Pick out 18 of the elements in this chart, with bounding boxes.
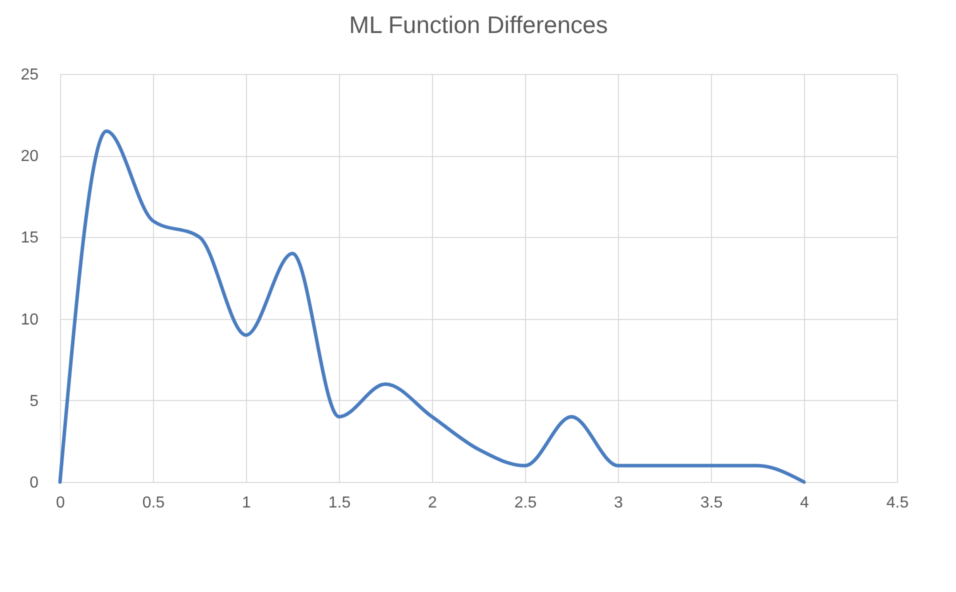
x-tick-label: 2 [428, 494, 438, 512]
chart-title: ML Function Differences [349, 12, 608, 39]
x-tick-label: 0 [56, 494, 66, 512]
y-tick-label: 10 [20, 311, 39, 328]
x-tick-label: 3 [614, 494, 624, 512]
x-tick-label: 3.5 [700, 494, 723, 512]
x-tick-label: 0.5 [142, 494, 165, 512]
x-tick-label: 1.5 [328, 494, 351, 512]
y-tick-label: 25 [20, 66, 39, 84]
x-tick-label: 2.5 [514, 494, 537, 512]
x-tick-label: 4.5 [886, 494, 909, 512]
y-tick-label: 5 [30, 392, 39, 410]
line-series [58, 129, 806, 484]
x-tick-label: 4 [800, 494, 810, 512]
x-tick-label: 1 [242, 494, 252, 512]
y-tick-label: 15 [20, 230, 39, 247]
y-tick-label: 20 [20, 148, 39, 166]
y-tick-label: 0 [30, 474, 39, 492]
